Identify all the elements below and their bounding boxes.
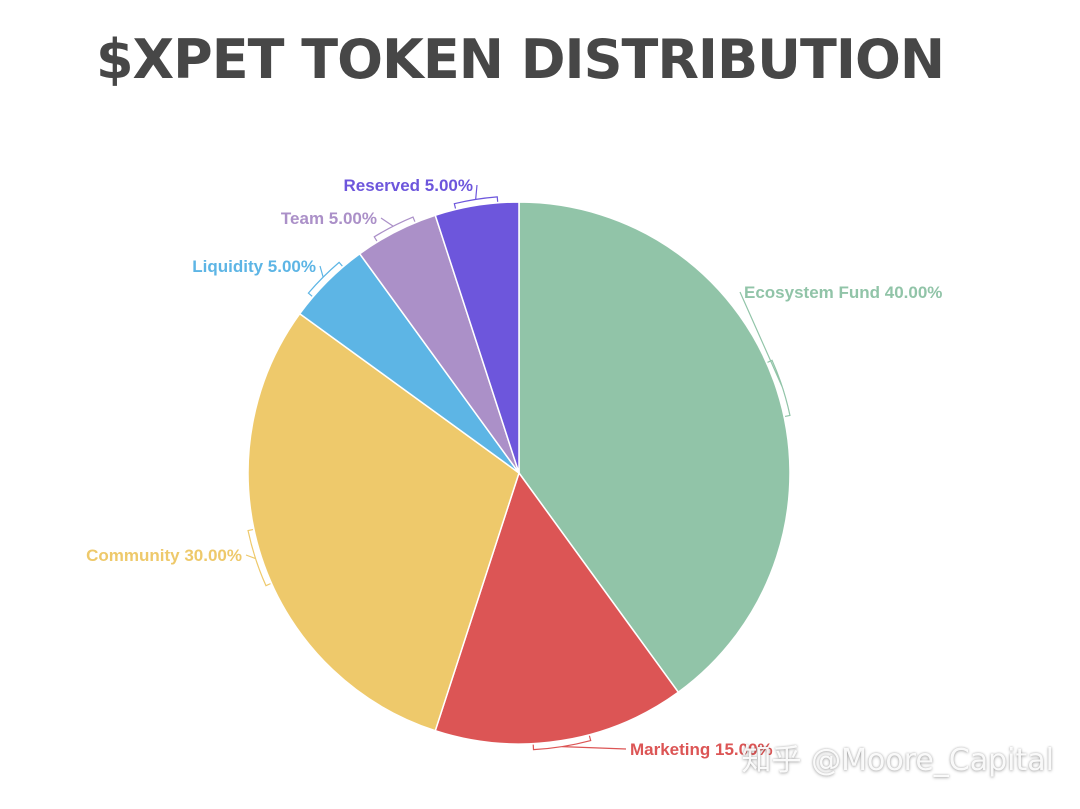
leader-line-marketing (532, 735, 627, 751)
slice-label-liquidity: Liquidity 5.00% (192, 257, 316, 276)
pie-slices (247, 201, 791, 745)
leader-line-reserved (453, 184, 499, 209)
watermark: 知乎 @Moore_Capital (741, 743, 1054, 778)
leader-line-community (245, 528, 271, 587)
chart-title: $XPET TOKEN DISTRIBUTION (95, 28, 945, 91)
slice-label-team: Team 5.00% (281, 209, 377, 228)
leader-line-liquidity (307, 261, 343, 297)
leader-line-team (373, 216, 416, 242)
slice-label-ecosystem-fund: Ecosystem Fund 40.00% (744, 283, 942, 302)
slice-label-community: Community 30.00% (86, 546, 242, 565)
slice-labels: Ecosystem Fund 40.00% Marketing 15.00% Com… (86, 176, 942, 759)
pie-slice-community (247, 312, 520, 732)
leader-line-ecosystem-fund (739, 291, 791, 418)
pie-slice-ecosystem-fund (518, 201, 791, 694)
leader-lines (245, 184, 791, 751)
slice-label-marketing: Marketing 15.00% (630, 740, 773, 759)
slice-label-reserved: Reserved 5.00% (344, 176, 473, 195)
pie-slice-reserved (434, 201, 520, 474)
pie-slice-marketing (434, 471, 680, 745)
